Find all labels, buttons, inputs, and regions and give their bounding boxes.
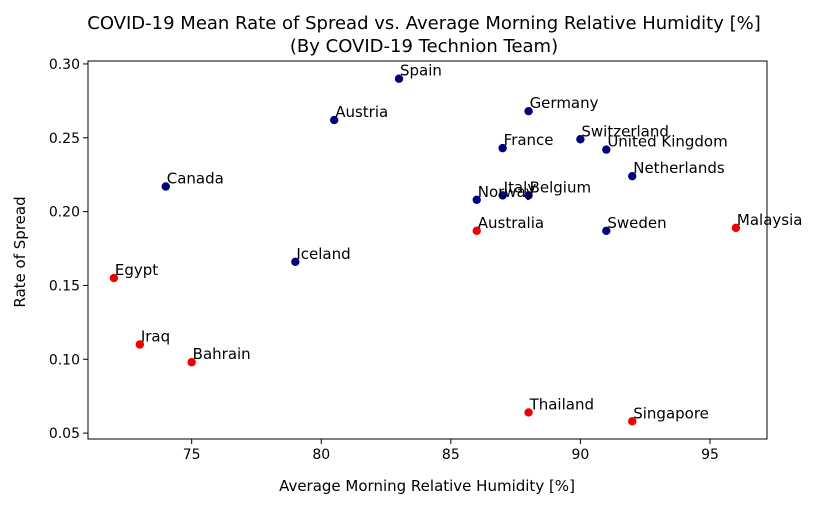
point-label: Singapore: [633, 404, 709, 422]
data-point: [576, 135, 585, 144]
point-label: Spain: [400, 62, 442, 80]
data-point: [602, 226, 611, 236]
point-label: Iceland: [296, 245, 350, 263]
data-point: [731, 223, 741, 233]
plot-frame: [87, 60, 768, 440]
data-point: [291, 257, 300, 267]
y-tick-label: 0.20: [49, 205, 80, 221]
point-label: United Kingdom: [607, 133, 727, 151]
data-point: [161, 182, 170, 191]
point-label: Germany: [530, 94, 599, 112]
y-axis-label: Rate of Spread: [11, 196, 29, 307]
point-label: Malaysia: [737, 211, 803, 229]
point-label: Iraq: [141, 328, 170, 346]
point-label: Norway: [478, 183, 535, 201]
point-label: Egypt: [115, 261, 158, 279]
data-point: [628, 417, 637, 426]
point-label: Sweden: [607, 214, 666, 232]
x-tick-label: 90: [571, 447, 589, 463]
x-tick-label: 75: [183, 447, 201, 463]
y-tick-label: 0.05: [49, 426, 80, 442]
data-point: [135, 340, 145, 349]
data-point: [472, 226, 481, 236]
data-point: [524, 408, 533, 417]
y-tick-label: 0.25: [49, 131, 80, 147]
data-point: [498, 191, 507, 200]
x-tick-label: 95: [701, 447, 719, 463]
data-point: [498, 143, 507, 153]
point-label: Canada: [167, 170, 224, 188]
data-point: [472, 195, 481, 204]
point-label: Netherlands: [633, 159, 725, 177]
point-label: Belgium: [530, 178, 592, 196]
point-label: Australia: [478, 214, 544, 232]
point-label: France: [504, 131, 554, 149]
x-axis-label: Average Morning Relative Humidity [%]: [279, 477, 575, 495]
x-tick-label: 80: [312, 447, 330, 463]
data-point: [524, 107, 533, 116]
point-label: Switzerland: [581, 122, 669, 140]
data-point: [187, 358, 196, 367]
y-tick-label: 0.10: [49, 352, 80, 368]
chart-title: COVID-19 Mean Rate of Spread vs. Average…: [87, 13, 760, 34]
y-tick-label: 0.15: [49, 278, 80, 294]
data-point: [330, 115, 339, 125]
point-label: Bahrain: [193, 345, 251, 363]
x-tick-label: 85: [442, 447, 460, 463]
point-label: Austria: [335, 103, 388, 121]
data-point: [394, 74, 404, 83]
chart-subtitle: (By COVID-19 Technion Team): [290, 36, 558, 57]
data-point: [628, 171, 637, 181]
data-point: [602, 145, 611, 154]
data-point: [524, 191, 533, 200]
point-label: Thailand: [529, 395, 594, 413]
plot-area: 75 80 85 90 95 0.05 0.10 0.15 0.20 0.25 0.30 Spain G…: [49, 57, 803, 463]
y-tick-label: 0.30: [49, 57, 80, 73]
data-point: [109, 273, 119, 283]
